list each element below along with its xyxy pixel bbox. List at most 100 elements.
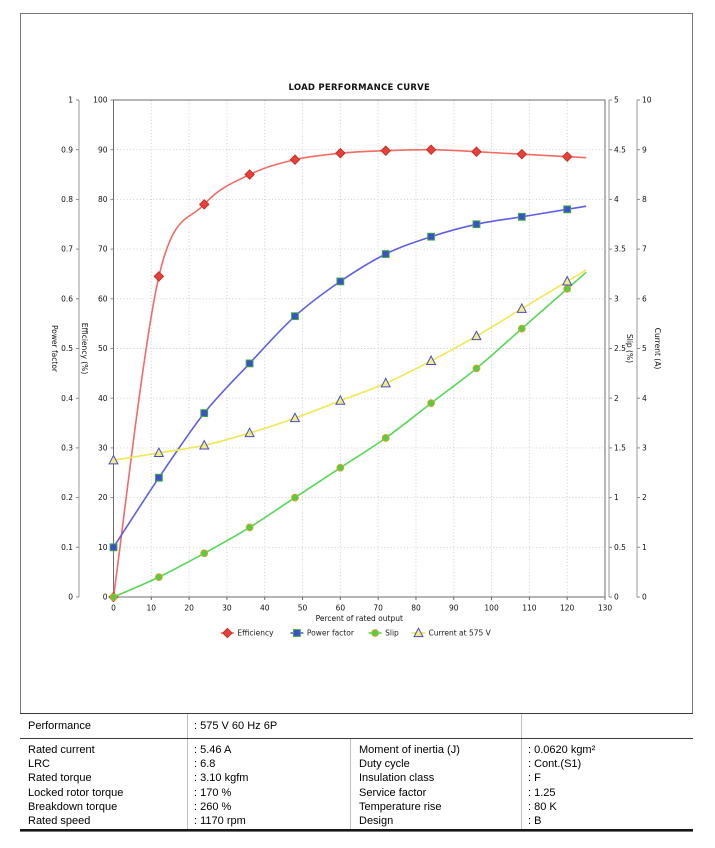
spec-value: : 6.8	[194, 758, 216, 771]
svg-text:90: 90	[449, 604, 459, 613]
svg-text:3: 3	[642, 444, 647, 453]
spec-value: : 1.25	[528, 786, 556, 799]
svg-text:1: 1	[642, 543, 647, 552]
motor-spec-table: Performance : 575 V 60 Hz 6P Rated curre…	[20, 713, 693, 831]
svg-text:10: 10	[642, 96, 652, 105]
svg-text:0.3: 0.3	[61, 444, 73, 453]
slip-axis: 0 0.5 1 1.5 2 2.5 3 3.5 4 4.5 5 Slip (%)	[608, 96, 634, 602]
svg-text:0.8: 0.8	[61, 195, 73, 204]
svg-text:0.4: 0.4	[61, 394, 73, 403]
svg-text:0.5: 0.5	[614, 543, 626, 552]
svg-text:0.2: 0.2	[61, 493, 73, 502]
svg-text:2: 2	[614, 394, 619, 403]
series-current-at-575-v	[108, 269, 587, 465]
spec-left-labels: Rated current LRC Rated torque Locked rotor…	[20, 739, 187, 829]
slip-axis-title: Slip (%)	[625, 334, 634, 363]
series-power-factor	[109, 205, 587, 552]
svg-text:3: 3	[614, 294, 619, 303]
spec-value: : 0.0620 kgm²	[528, 744, 596, 756]
svg-text:10: 10	[98, 543, 108, 552]
spec-label: Breakdown torque	[28, 800, 118, 813]
svg-text:2.5: 2.5	[614, 344, 626, 353]
efficiency-axis: 0 10 20 30 40 50 60 70 80 90 100 Efficiency (%)	[80, 96, 114, 602]
plot-area	[113, 99, 606, 598]
svg-text:130: 130	[598, 604, 613, 613]
svg-text:4.5: 4.5	[614, 145, 626, 154]
series-slip	[109, 271, 587, 601]
svg-text:0.6: 0.6	[61, 294, 73, 303]
svg-text:60: 60	[336, 604, 346, 613]
spec-label: Locked rotor torque	[28, 786, 124, 799]
legend-label: Power factor	[307, 629, 355, 638]
spec-body: Rated current LRC Rated torque Locked rotor…	[20, 739, 693, 829]
x-axis-title: Percent of rated output	[316, 614, 403, 623]
svg-text:0: 0	[642, 593, 647, 602]
spec-label: Moment of inertia (J)	[359, 744, 460, 756]
svg-text:0.5: 0.5	[61, 344, 73, 353]
spec-label: Rated current	[28, 744, 95, 756]
spec-value: : F	[528, 772, 541, 785]
spec-label: Rated torque	[28, 772, 92, 785]
svg-text:20: 20	[184, 604, 194, 613]
svg-text:100: 100	[484, 604, 499, 613]
svg-text:5: 5	[614, 96, 619, 105]
series-efficiency	[108, 144, 587, 603]
spec-value: : 260 %	[194, 800, 232, 813]
legend-label: Efficiency	[237, 629, 274, 638]
legend-label: Current at 575 V	[429, 629, 492, 638]
svg-text:70: 70	[98, 245, 108, 254]
spec-value: : 1170 rpm	[194, 815, 246, 828]
spec-left-values: : 5.46 A : 6.8: 3.10 kgfm: 170 %: 260 % : …	[187, 739, 350, 829]
power-factor-axis: 0 0.1 0.2 0.3 0.4 0.5 0.6 0.7 0.8 0.9 1 Power facto…	[50, 96, 80, 602]
current-axis-title: Current (A)	[653, 328, 662, 370]
power_factor-axis-title: Power factor	[50, 325, 59, 373]
spec-label: Design	[359, 815, 394, 828]
spec-label: LRC	[28, 758, 51, 771]
svg-text:4: 4	[614, 195, 619, 204]
spec-value: : 5.46 A	[194, 744, 232, 756]
performance-value: : 575 V 60 Hz 6P	[187, 714, 521, 738]
svg-text:0.1: 0.1	[61, 543, 73, 552]
spec-value: : B	[528, 815, 542, 828]
chart-legend: Efficiency Power factor Slip Current at 575…	[220, 627, 492, 639]
spec-right-values: : 0.0620 kgm² : Cont.(S1): F: 1.25: 80 K:…	[521, 739, 693, 829]
svg-text:100: 100	[93, 96, 108, 105]
spec-value: : 80 K	[528, 800, 557, 813]
spec-label: Duty cycle	[359, 758, 410, 771]
svg-text:50: 50	[98, 344, 108, 353]
gridlines	[113, 100, 605, 597]
svg-text:7: 7	[642, 245, 647, 254]
svg-text:20: 20	[98, 493, 108, 502]
svg-text:9: 9	[642, 145, 647, 154]
spec-label: Service factor	[359, 786, 427, 799]
svg-text:0: 0	[111, 604, 116, 613]
svg-text:3.5: 3.5	[614, 245, 626, 254]
svg-text:110: 110	[522, 604, 537, 613]
svg-text:5: 5	[642, 344, 647, 353]
svg-text:6: 6	[642, 294, 647, 303]
chart-title: LOAD PERFORMANCE CURVE	[288, 83, 430, 93]
spec-label: Rated speed	[28, 815, 91, 828]
spec-value: : Cont.(S1)	[528, 758, 582, 771]
svg-text:0: 0	[103, 593, 108, 602]
spec-value: : 3.10 kgfm	[194, 772, 249, 785]
svg-text:8: 8	[642, 195, 647, 204]
svg-text:0: 0	[614, 593, 619, 602]
svg-text:80: 80	[98, 195, 108, 204]
spec-value: : 170 %	[194, 786, 232, 799]
report-frame	[20, 13, 693, 832]
legend-label: Slip	[385, 629, 399, 638]
performance-row: Performance : 575 V 60 Hz 6P	[20, 714, 693, 739]
svg-text:60: 60	[98, 294, 108, 303]
svg-text:4: 4	[642, 394, 647, 403]
x-axis: 0 10 20 30 40 50 60 70 80 90 100 110 120 130 Percent o…	[111, 597, 612, 623]
svg-text:0: 0	[68, 593, 73, 602]
svg-text:10: 10	[147, 604, 157, 613]
efficiency-axis-title: Efficiency (%)	[80, 323, 89, 375]
svg-text:80: 80	[411, 604, 421, 613]
svg-text:0.7: 0.7	[61, 245, 73, 254]
svg-text:50: 50	[298, 604, 308, 613]
svg-text:1.5: 1.5	[614, 444, 626, 453]
svg-text:120: 120	[560, 604, 575, 613]
svg-text:30: 30	[98, 444, 108, 453]
